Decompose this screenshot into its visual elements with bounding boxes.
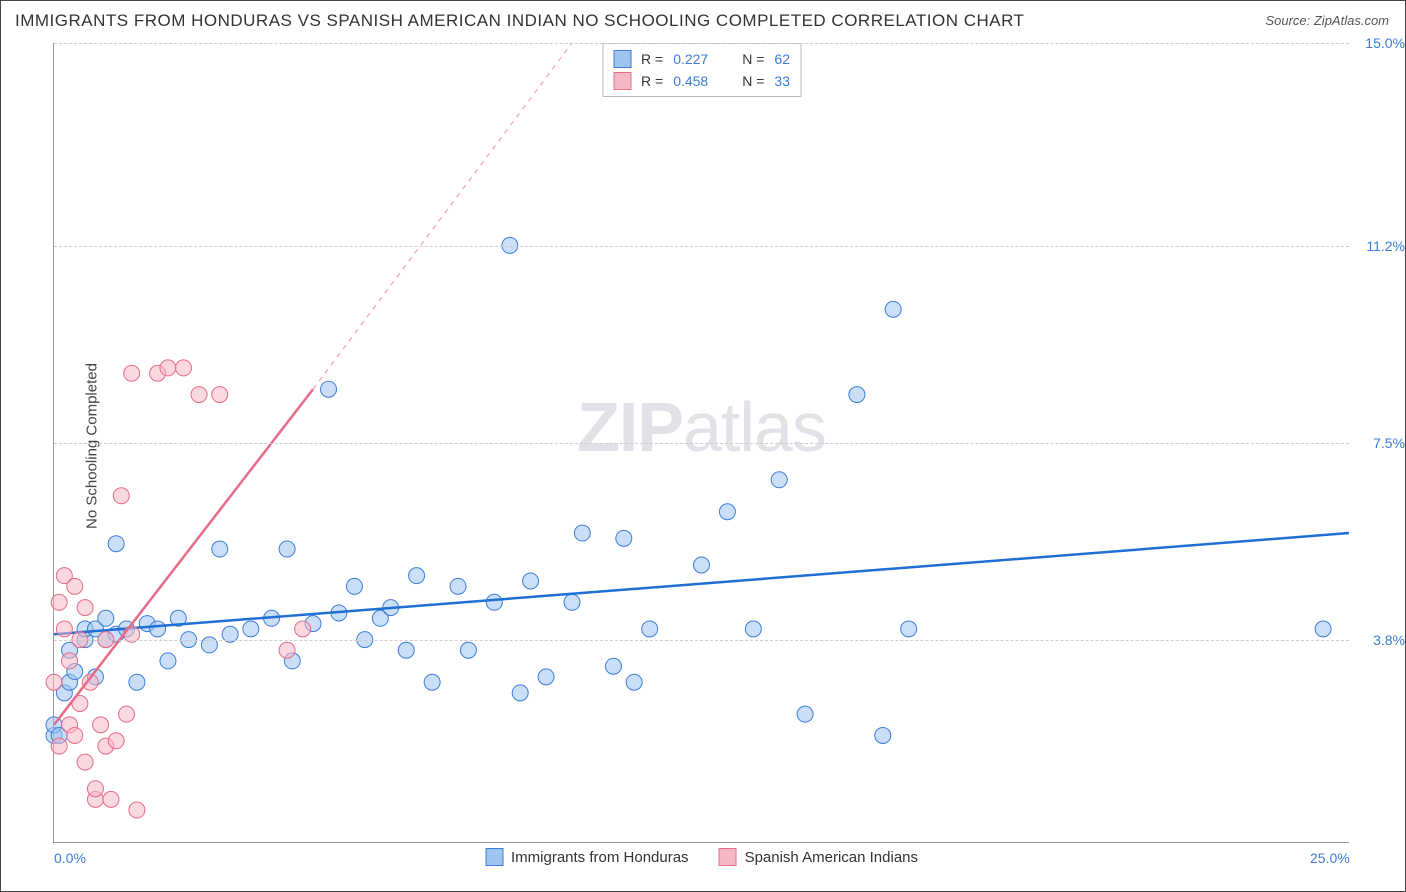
data-point-spanish_ai — [212, 387, 228, 403]
data-point-honduras — [201, 637, 217, 653]
data-point-spanish_ai — [67, 578, 83, 594]
legend-swatch-spanish_ai — [613, 72, 631, 90]
data-point-honduras — [108, 536, 124, 552]
data-point-spanish_ai — [119, 706, 135, 722]
data-point-honduras — [642, 621, 658, 637]
y-tick-label: 11.2% — [1366, 238, 1405, 254]
data-point-spanish_ai — [67, 727, 83, 743]
data-point-spanish_ai — [87, 781, 103, 797]
trend-line-ext-spanish_ai — [313, 43, 572, 389]
chart-title: IMMIGRANTS FROM HONDURAS VS SPANISH AMER… — [15, 11, 1024, 31]
data-point-honduras — [875, 727, 891, 743]
y-tick-label: 3.8% — [1373, 632, 1405, 648]
legend-stats: R = 0.227 N = 62 R = 0.458 N = 33 — [602, 43, 801, 97]
legend-item-spanish_ai: Spanish American Indians — [719, 848, 918, 866]
trend-line-honduras — [54, 533, 1349, 634]
data-point-honduras — [719, 504, 735, 520]
data-point-honduras — [523, 573, 539, 589]
data-point-honduras — [346, 578, 362, 594]
legend-series: Immigrants from Honduras Spanish American… — [485, 848, 918, 866]
y-tick-label: 15.0% — [1365, 35, 1405, 51]
legend-stat-row-honduras: R = 0.227 N = 62 — [613, 48, 790, 70]
data-point-honduras — [424, 674, 440, 690]
data-point-honduras — [885, 301, 901, 317]
y-tick-label: 7.5% — [1373, 435, 1405, 451]
data-point-honduras — [538, 669, 554, 685]
gridline-h — [54, 640, 1349, 641]
r-label: R = — [641, 51, 663, 67]
data-point-honduras — [849, 387, 865, 403]
data-point-honduras — [771, 472, 787, 488]
data-point-spanish_ai — [124, 365, 140, 381]
data-point-spanish_ai — [56, 621, 72, 637]
n-value-honduras: 62 — [774, 51, 790, 67]
gridline-h — [54, 246, 1349, 247]
data-point-honduras — [450, 578, 466, 594]
data-point-spanish_ai — [62, 653, 78, 669]
r-value-honduras: 0.227 — [673, 51, 708, 67]
n-label: N = — [742, 73, 764, 89]
r-label: R = — [641, 73, 663, 89]
data-point-honduras — [1315, 621, 1331, 637]
n-value-spanish_ai: 33 — [774, 73, 790, 89]
data-point-spanish_ai — [160, 360, 176, 376]
data-point-spanish_ai — [46, 674, 62, 690]
data-point-honduras — [98, 610, 114, 626]
data-point-spanish_ai — [191, 387, 207, 403]
plot-area: ZIPatlas R =0.227N =62R =0.458N =33 Immi… — [53, 43, 1349, 843]
data-point-honduras — [279, 541, 295, 557]
r-value-spanish_ai: 0.458 — [673, 73, 708, 89]
data-point-honduras — [129, 674, 145, 690]
legend-label-honduras: Immigrants from Honduras — [511, 849, 689, 866]
data-point-honduras — [574, 525, 590, 541]
data-point-honduras — [616, 530, 632, 546]
data-point-honduras — [745, 621, 761, 637]
data-point-honduras — [564, 594, 580, 610]
data-point-spanish_ai — [77, 754, 93, 770]
gridline-h — [54, 443, 1349, 444]
data-point-honduras — [626, 674, 642, 690]
data-point-honduras — [212, 541, 228, 557]
data-point-honduras — [160, 653, 176, 669]
gridline-h — [54, 43, 1349, 44]
data-point-spanish_ai — [113, 488, 129, 504]
data-point-honduras — [150, 621, 166, 637]
data-point-spanish_ai — [77, 600, 93, 616]
data-point-honduras — [460, 642, 476, 658]
x-tick-label: 25.0% — [1310, 850, 1350, 866]
data-point-honduras — [512, 685, 528, 701]
data-point-spanish_ai — [93, 717, 109, 733]
legend-swatch-bottom-spanish_ai — [719, 848, 737, 866]
source-attribution: Source: ZipAtlas.com — [1265, 13, 1389, 28]
data-point-honduras — [605, 658, 621, 674]
data-point-spanish_ai — [279, 642, 295, 658]
data-point-spanish_ai — [176, 360, 192, 376]
legend-swatch-bottom-honduras — [485, 848, 503, 866]
legend-item-honduras: Immigrants from Honduras — [485, 848, 689, 866]
data-point-spanish_ai — [295, 621, 311, 637]
trend-line-spanish_ai — [54, 389, 313, 725]
data-point-honduras — [321, 381, 337, 397]
data-point-honduras — [398, 642, 414, 658]
data-point-honduras — [901, 621, 917, 637]
data-point-honduras — [409, 568, 425, 584]
data-point-spanish_ai — [51, 738, 67, 754]
data-point-honduras — [243, 621, 259, 637]
legend-swatch-honduras — [613, 50, 631, 68]
data-point-spanish_ai — [129, 802, 145, 818]
chart-container: IMMIGRANTS FROM HONDURAS VS SPANISH AMER… — [0, 0, 1406, 892]
data-point-honduras — [694, 557, 710, 573]
legend-label-spanish_ai: Spanish American Indians — [745, 849, 918, 866]
x-tick-label: 0.0% — [54, 850, 86, 866]
data-point-spanish_ai — [103, 791, 119, 807]
legend-stat-row-spanish_ai: R = 0.458 N = 33 — [613, 70, 790, 92]
data-point-spanish_ai — [108, 733, 124, 749]
data-point-spanish_ai — [51, 594, 67, 610]
n-label: N = — [742, 51, 764, 67]
data-point-honduras — [797, 706, 813, 722]
data-point-honduras — [486, 594, 502, 610]
